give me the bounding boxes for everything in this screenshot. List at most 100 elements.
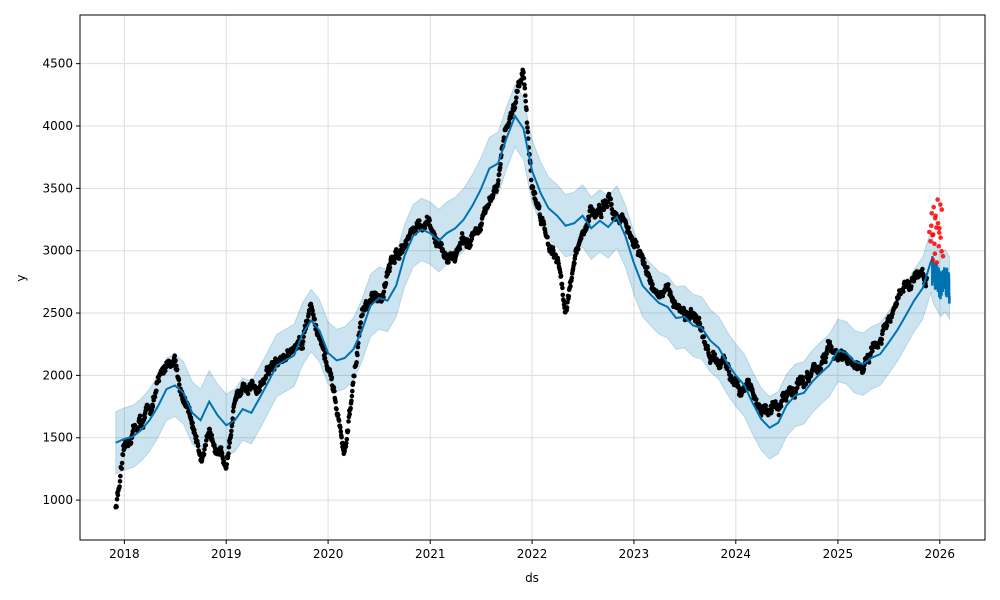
holdout-point bbox=[940, 253, 946, 259]
observed-point bbox=[495, 181, 501, 187]
observed-point bbox=[608, 196, 613, 202]
observed-point bbox=[202, 447, 207, 452]
observed-point bbox=[559, 281, 565, 287]
observed-point bbox=[172, 353, 177, 359]
observed-point bbox=[688, 306, 694, 312]
observed-point bbox=[763, 403, 768, 408]
holdout-point bbox=[932, 216, 938, 221]
observed-point bbox=[528, 177, 534, 183]
observed-point bbox=[119, 460, 125, 466]
observed-point bbox=[228, 432, 234, 438]
observed-point bbox=[486, 202, 492, 207]
holdout-point bbox=[935, 197, 940, 202]
observed-point bbox=[350, 380, 356, 386]
observed-point bbox=[224, 462, 230, 467]
observed-point bbox=[331, 385, 337, 390]
observed-point bbox=[565, 300, 570, 305]
observed-point bbox=[795, 385, 800, 391]
observed-point bbox=[120, 452, 126, 458]
observed-point bbox=[773, 399, 778, 404]
observed-point bbox=[601, 207, 607, 212]
observed-point bbox=[397, 256, 402, 261]
observed-point bbox=[142, 415, 148, 420]
observed-point bbox=[339, 434, 344, 440]
holdout-point bbox=[939, 249, 944, 254]
observed-point bbox=[300, 346, 306, 351]
observed-point bbox=[824, 351, 829, 357]
observed-point bbox=[498, 162, 503, 167]
observed-point bbox=[517, 84, 522, 89]
observed-point bbox=[150, 404, 156, 409]
observed-point bbox=[227, 440, 232, 446]
observed-point bbox=[152, 394, 158, 400]
grid-lines bbox=[80, 15, 985, 540]
observed-point bbox=[266, 371, 272, 377]
observed-point bbox=[115, 492, 121, 498]
observed-point bbox=[322, 355, 328, 361]
observed-point bbox=[349, 398, 354, 404]
observed-point bbox=[626, 225, 631, 230]
holdout-point bbox=[930, 257, 936, 263]
observed-point bbox=[635, 244, 640, 249]
observed-point bbox=[870, 348, 875, 354]
observed-point bbox=[154, 388, 159, 394]
observed-point bbox=[696, 315, 702, 321]
observed-point bbox=[114, 504, 119, 510]
observed-point bbox=[566, 294, 572, 299]
observed-point bbox=[344, 436, 350, 442]
observed-point bbox=[334, 406, 339, 412]
observed-point bbox=[521, 75, 527, 81]
holdout-point bbox=[938, 202, 943, 207]
observed-point bbox=[226, 451, 231, 456]
y-tick-label: 1500 bbox=[42, 431, 73, 445]
holdout-point bbox=[931, 204, 936, 210]
observed-point bbox=[900, 289, 906, 294]
observed-point bbox=[310, 308, 315, 314]
observed-point bbox=[545, 234, 550, 240]
holdout-point bbox=[932, 251, 938, 256]
observed-point bbox=[209, 433, 215, 438]
observed-point bbox=[360, 312, 365, 317]
observed-point bbox=[888, 319, 893, 324]
observed-point bbox=[634, 239, 639, 245]
observed-point bbox=[345, 428, 351, 434]
observed-point bbox=[457, 246, 463, 252]
observed-point bbox=[392, 260, 397, 266]
observed-point bbox=[553, 252, 558, 257]
observed-point bbox=[894, 301, 900, 307]
observed-point bbox=[328, 371, 334, 377]
observed-point bbox=[525, 125, 530, 130]
observed-point bbox=[383, 280, 389, 286]
observed-point bbox=[522, 85, 528, 91]
observed-point bbox=[605, 199, 610, 205]
observed-point bbox=[530, 185, 536, 190]
x-tick-label: 2025 bbox=[823, 547, 854, 561]
observed-point bbox=[261, 380, 267, 386]
observed-point bbox=[333, 399, 338, 405]
x-tick-label: 2021 bbox=[415, 547, 446, 561]
observed-point bbox=[522, 82, 527, 87]
observed-point bbox=[156, 378, 162, 384]
observed-point bbox=[736, 385, 742, 391]
observed-point bbox=[513, 99, 519, 105]
observed-point bbox=[572, 261, 577, 266]
observed-point bbox=[349, 393, 355, 399]
x-tick-label: 2023 bbox=[619, 547, 650, 561]
y-tick-label: 3000 bbox=[42, 244, 73, 258]
observed-point bbox=[861, 366, 867, 372]
observed-point bbox=[701, 334, 707, 339]
observed-point bbox=[344, 440, 349, 446]
observed-point bbox=[783, 398, 789, 403]
observed-point bbox=[422, 225, 428, 231]
observed-point bbox=[348, 406, 353, 411]
observed-point bbox=[321, 347, 327, 352]
observed-point bbox=[312, 317, 318, 322]
observed-point bbox=[564, 305, 570, 310]
observed-point bbox=[335, 412, 341, 418]
observed-point bbox=[347, 411, 353, 417]
observed-point bbox=[606, 191, 612, 197]
observed-point bbox=[506, 120, 512, 125]
observed-point bbox=[754, 397, 759, 402]
observed-point bbox=[163, 368, 168, 374]
